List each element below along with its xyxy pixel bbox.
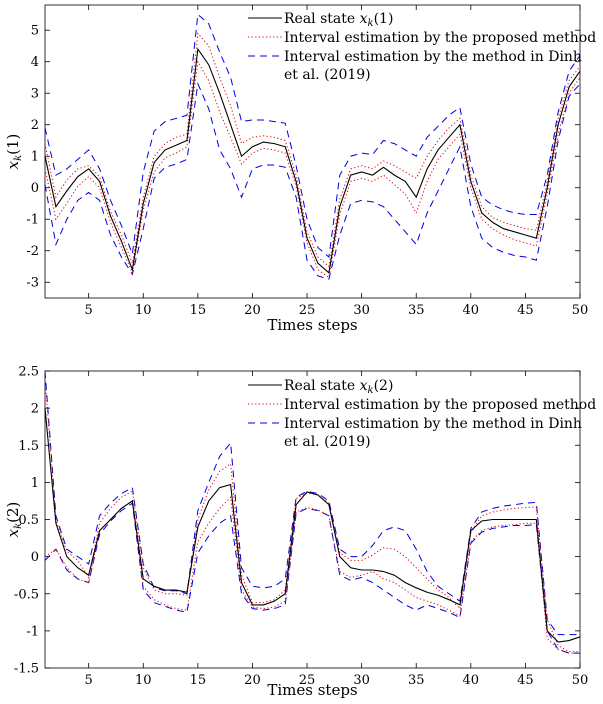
x-axis-label: Times steps bbox=[267, 681, 357, 699]
y-tick-label: 2 bbox=[31, 402, 39, 417]
x-tick-label: 15 bbox=[190, 673, 207, 688]
x-tick-label: 30 bbox=[353, 673, 370, 688]
x-tick-label: 25 bbox=[299, 303, 316, 318]
y-tick-label: 0 bbox=[31, 181, 39, 196]
y-tick-label: 1.5 bbox=[18, 439, 39, 454]
y-tick-label: 4 bbox=[31, 55, 39, 70]
x-tick-label: 10 bbox=[135, 303, 152, 318]
series-line-2 bbox=[44, 496, 580, 654]
x-tick-label: 40 bbox=[463, 303, 480, 318]
plot-frame bbox=[44, 4, 581, 299]
x-tick-label: 15 bbox=[190, 303, 207, 318]
y-tick-label: 2 bbox=[31, 118, 39, 133]
series-line-1 bbox=[44, 32, 581, 268]
legend-label-2: Interval estimation by the method in Din… bbox=[284, 49, 582, 65]
series-line-1 bbox=[44, 378, 580, 653]
legend-label-3: et al. (2019) bbox=[284, 434, 371, 450]
x-tick-label: 45 bbox=[517, 673, 534, 688]
y-tick-label: -3 bbox=[26, 276, 39, 291]
x-tick-label: 25 bbox=[299, 673, 316, 688]
series-line-0 bbox=[44, 408, 581, 643]
y-tick-label: -1 bbox=[26, 624, 39, 639]
y-tick-label: 2.5 bbox=[18, 365, 39, 380]
y-axis-label: xk(2) bbox=[4, 502, 24, 538]
legend-label-3: et al. (2019) bbox=[284, 67, 371, 83]
legend-label-0: Real state xk(2) bbox=[284, 378, 393, 396]
x-tick-label: 35 bbox=[408, 303, 425, 318]
series-line-2 bbox=[44, 60, 581, 279]
y-tick-label: 0 bbox=[31, 550, 39, 565]
x-tick-label: 10 bbox=[135, 673, 152, 688]
x-tick-label: 5 bbox=[85, 673, 93, 688]
series-line-4 bbox=[44, 81, 581, 280]
x-tick-label: 30 bbox=[353, 303, 370, 318]
series-line-3 bbox=[44, 370, 580, 636]
y-tick-label: 0.5 bbox=[18, 513, 39, 528]
x-tick-label: 20 bbox=[244, 303, 261, 318]
series-line-0 bbox=[44, 47, 581, 274]
y-axis-label: xk(1) bbox=[4, 134, 24, 170]
y-tick-label: 1 bbox=[31, 150, 39, 165]
series-line-3 bbox=[44, 13, 581, 259]
legend-label-1: Interval estimation by the proposed meth… bbox=[284, 30, 596, 46]
y-tick-label: -2 bbox=[26, 244, 39, 259]
x-tick-label: 50 bbox=[572, 673, 589, 688]
bottom-chart-x2: 5 10 15 20 25 30 35 40 45 50 -1.5 -1 -0.5 0 0.5 1 1.5 2 2.… bbox=[4, 365, 596, 700]
legend-label-1: Interval estimation by the proposed meth… bbox=[284, 397, 596, 413]
y-tick-label: -1 bbox=[26, 213, 39, 228]
x-tick-label: 50 bbox=[572, 303, 589, 318]
y-tick-label: -0.5 bbox=[14, 587, 39, 602]
legend: Real state xk(2)Interval estimation by t… bbox=[248, 378, 596, 450]
x-tick-label: 5 bbox=[85, 303, 93, 318]
x-axis-label: Times steps bbox=[267, 316, 357, 334]
legend-label-2: Interval estimation by the method in Din… bbox=[284, 416, 582, 432]
y-tick-label: 3 bbox=[31, 87, 39, 102]
x-tick-label: 35 bbox=[408, 673, 425, 688]
series-line-4 bbox=[44, 502, 580, 654]
x-tick-label: 20 bbox=[244, 673, 261, 688]
y-tick-label: 5 bbox=[31, 24, 39, 39]
x-tick-label: 45 bbox=[517, 303, 534, 318]
legend: Real state xk(1)Interval estimation by t… bbox=[248, 11, 596, 83]
y-tick-label: 1 bbox=[31, 476, 39, 491]
legend-label-0: Real state xk(1) bbox=[284, 11, 393, 29]
x-tick-label: 40 bbox=[463, 673, 480, 688]
y-tick-label: -1.5 bbox=[14, 662, 39, 677]
